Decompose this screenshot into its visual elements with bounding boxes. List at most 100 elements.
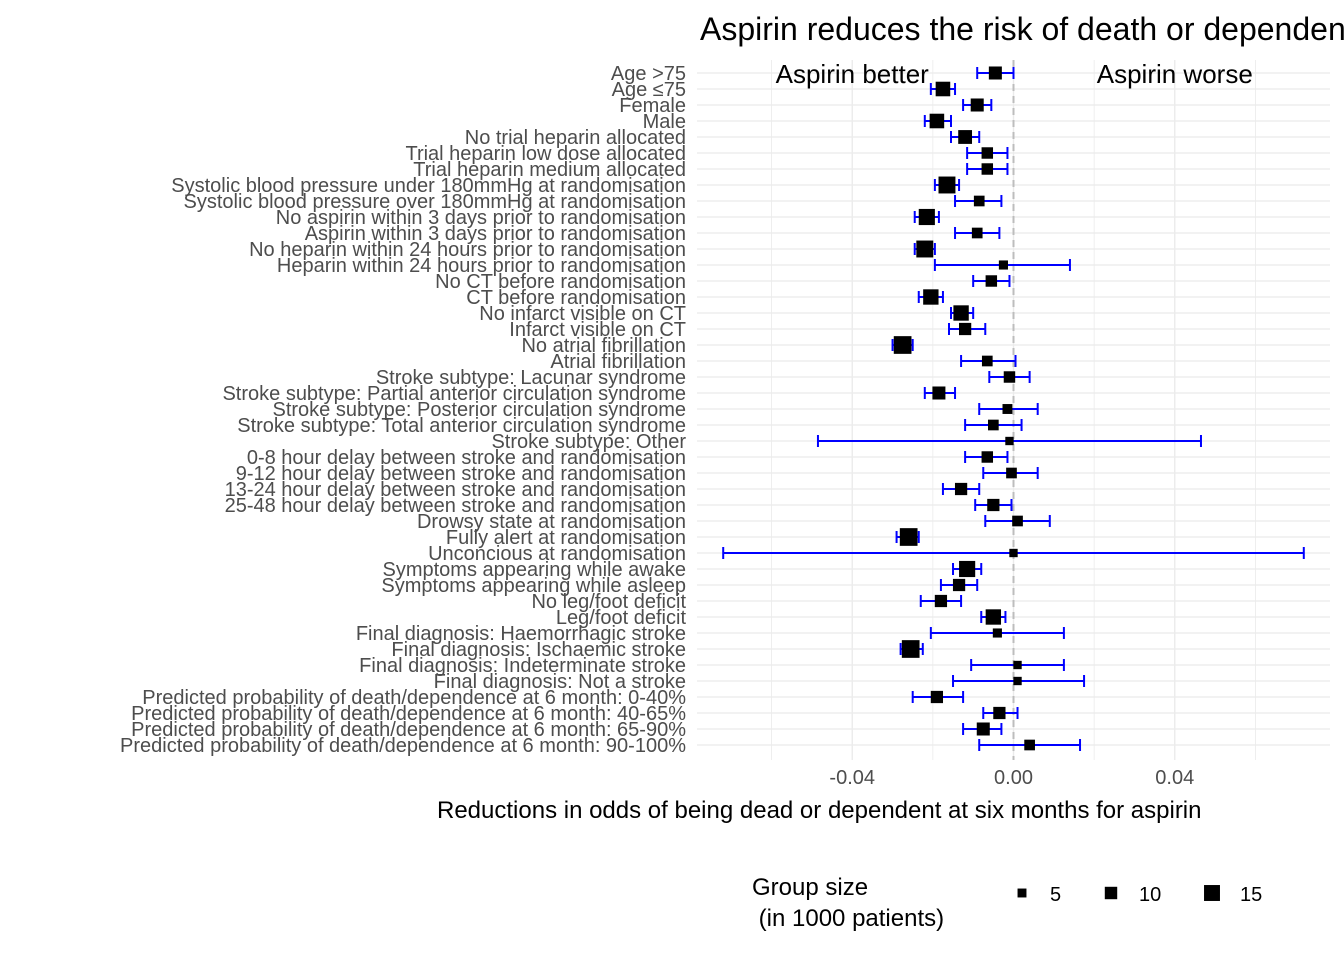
forest-row xyxy=(919,594,963,608)
y-tick-label: No aspirin within 3 days prior to random… xyxy=(276,207,686,229)
point-estimate xyxy=(952,578,966,592)
point-estimate xyxy=(981,355,993,367)
forest-row xyxy=(984,515,1051,527)
point-estimate xyxy=(1012,515,1023,527)
forest-row xyxy=(974,498,1013,512)
forest-row xyxy=(980,609,1007,625)
y-tick-label: 0-8 hour delay between stroke and random… xyxy=(247,447,686,469)
forest-row xyxy=(911,690,965,704)
point-estimate xyxy=(958,322,972,336)
point-estimate xyxy=(953,305,969,321)
y-tick-label: Unconcious at randomisation xyxy=(428,543,686,565)
y-tick-label: Predicted probability of death/dependenc… xyxy=(142,687,686,709)
x-tick-label: 0.04 xyxy=(1155,767,1194,789)
point-estimate xyxy=(1003,371,1016,383)
forest-row xyxy=(950,305,975,321)
point-estimate xyxy=(901,640,920,658)
point-estimate xyxy=(993,706,1006,720)
y-tick-label: No infarct visible on CT xyxy=(479,303,686,325)
forest-row xyxy=(929,627,1065,639)
point-estimate xyxy=(932,386,946,400)
point-estimate xyxy=(1013,660,1022,670)
forest-row xyxy=(722,547,1305,559)
y-tick-label: Final diagnosis: Ischaemic stroke xyxy=(391,639,686,661)
point-estimate xyxy=(981,147,994,159)
point-estimate xyxy=(1009,548,1018,558)
y-tick-label: Aspirin within 3 days prior to randomisa… xyxy=(305,223,686,245)
y-tick-label: Systolic blood pressure under 180mmHg at… xyxy=(171,175,686,197)
point-estimate xyxy=(998,260,1008,270)
y-tick-label: Symptoms appearing while asleep xyxy=(381,575,686,597)
forest-row xyxy=(941,482,981,496)
legend-key-label: 5 xyxy=(1050,884,1061,906)
y-tick-label: 9-12 hour delay between stroke and rando… xyxy=(236,463,686,485)
forest-row xyxy=(982,706,1019,720)
y-tick-label: No leg/foot deficit xyxy=(531,591,686,613)
forest-row xyxy=(923,386,957,400)
forest-row xyxy=(978,739,1082,751)
forest-row xyxy=(923,113,953,129)
legend-key-square xyxy=(1017,888,1027,898)
forest-row xyxy=(895,528,920,546)
point-estimate xyxy=(929,113,945,129)
point-estimate xyxy=(958,130,973,144)
y-tick-label: 13-24 hour delay between stroke and rand… xyxy=(225,479,686,501)
point-estimate xyxy=(981,163,994,175)
point-estimate xyxy=(976,722,990,736)
forest-row xyxy=(913,208,940,226)
point-estimate xyxy=(935,81,951,97)
y-tick-label: Infarct visible on CT xyxy=(509,319,686,341)
forest-row xyxy=(952,675,1086,687)
y-tick-label: Age >75 xyxy=(611,63,686,85)
point-estimate xyxy=(985,609,1002,625)
y-tick-label: Stroke subtype: Partial anterior circula… xyxy=(222,383,686,405)
point-estimate xyxy=(981,451,994,463)
y-tick-label: 25-48 hour delay between stroke and rand… xyxy=(225,495,686,517)
forest-row xyxy=(960,355,1017,367)
point-estimate xyxy=(954,482,968,496)
y-tick-label: Symptoms appearing while awake xyxy=(383,559,687,581)
forest-row xyxy=(962,98,993,112)
forest-row xyxy=(964,451,1009,463)
point-estimate xyxy=(970,98,984,112)
y-tick-label: Heparin within 24 hours prior to randomi… xyxy=(277,255,686,277)
forest-row xyxy=(954,195,1003,207)
forest-row xyxy=(988,371,1031,383)
y-tick-label: Stroke subtype: Posterior circulation sy… xyxy=(272,399,686,421)
point-estimate xyxy=(923,289,939,305)
y-tick-label: Atrial fibrillation xyxy=(550,351,686,373)
y-tick-label: Final diagnosis: Indeterminate stroke xyxy=(359,655,686,677)
forest-row xyxy=(947,322,987,336)
forest-row xyxy=(816,435,1202,447)
marks-layer xyxy=(722,66,1305,751)
forest-row xyxy=(966,163,1009,175)
forest-row xyxy=(954,227,1001,239)
forest-row xyxy=(962,722,1003,736)
point-estimate xyxy=(918,208,935,226)
y-tick-label: Predicted probability of death/dependenc… xyxy=(131,703,686,725)
x-axis-ticks: -0.04 0.00 0.04 xyxy=(829,767,1194,789)
legend: Group size (in 1000 patients) 5 10 15 xyxy=(752,874,1262,932)
y-tick-label: No trial heparin allocated xyxy=(465,127,686,149)
forest-row xyxy=(917,289,944,305)
point-estimate xyxy=(899,528,918,546)
forest-row xyxy=(950,130,981,144)
annotation-aspirin-worse: Aspirin worse xyxy=(1097,59,1253,89)
point-estimate xyxy=(988,66,1002,80)
forest-row xyxy=(899,640,924,658)
forest-row xyxy=(976,66,1015,80)
y-tick-label: Predicted probability of death/dependenc… xyxy=(120,735,686,757)
y-tick-label: Female xyxy=(619,95,686,117)
forest-row xyxy=(939,578,979,592)
point-estimate xyxy=(930,690,944,704)
y-tick-label: Age ≤75 xyxy=(612,79,686,101)
x-axis-label: Reductions in odds of being dead or depe… xyxy=(437,797,1201,824)
y-tick-label: Drowsy state at randomisation xyxy=(417,511,686,533)
legend-key-label: 15 xyxy=(1240,884,1262,906)
forest-row xyxy=(891,336,914,354)
y-tick-label: Stroke subtype: Total anterior circulati… xyxy=(237,415,686,437)
point-estimate xyxy=(1005,436,1014,446)
y-tick-label: No atrial fibrillation xyxy=(521,335,686,357)
point-estimate xyxy=(987,498,1000,512)
y-tick-label: Final diagnosis: Not a stroke xyxy=(434,671,686,693)
